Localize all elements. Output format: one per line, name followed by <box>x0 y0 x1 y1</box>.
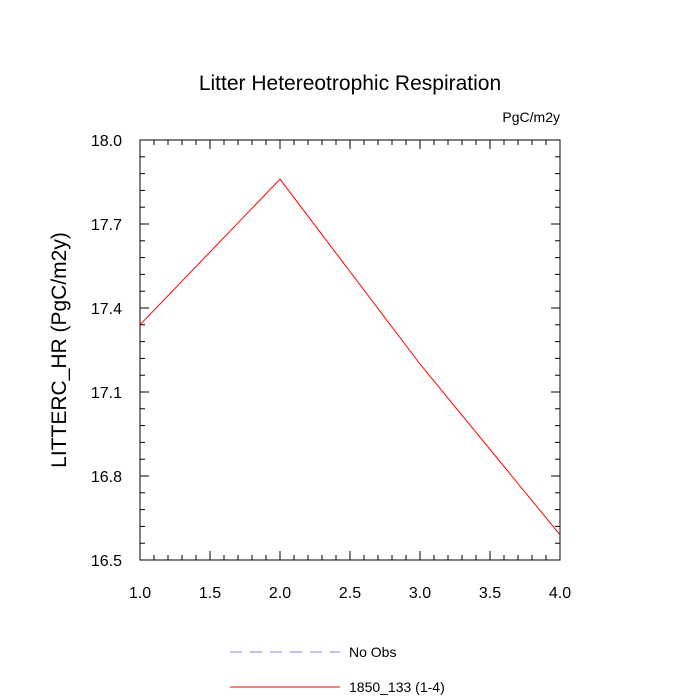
legend: No Obs 1850_133 (1-4) <box>230 644 445 695</box>
plot-frame <box>139 139 561 561</box>
x-tick-label: 2.5 <box>339 585 361 602</box>
legend-label: No Obs <box>349 644 396 660</box>
y-tick-label: 16.5 <box>91 553 122 570</box>
x-tick-label: 1.5 <box>199 585 221 602</box>
x-tick-label: 3.5 <box>479 585 501 602</box>
plot-layer: 1.0 1.5 2.0 2.5 3.0 3.5 4.0 16.5 16.8 17.1 17.4 17.… <box>91 133 571 602</box>
units-label: PgC/m2y <box>502 109 560 125</box>
y-tick-label: 17.7 <box>91 217 122 234</box>
series-line <box>139 178 561 536</box>
chart-title: Litter Hetereotrophic Respiration <box>199 72 501 95</box>
y-axis-label: LITTERC_HR (PgC/m2y) <box>48 232 71 468</box>
x-tick-label: 4.0 <box>549 585 571 602</box>
y-tick-label: 17.4 <box>91 301 122 318</box>
legend-label: 1850_133 (1-4) <box>349 679 445 695</box>
y-tick-label: 18.0 <box>91 133 122 150</box>
y-tick-label: 17.1 <box>91 385 122 402</box>
x-tick-label: 3.0 <box>409 585 431 602</box>
x-tick-label: 2.0 <box>269 585 291 602</box>
x-tick-label: 1.0 <box>129 585 151 602</box>
y-tick-label: 16.8 <box>91 469 122 486</box>
